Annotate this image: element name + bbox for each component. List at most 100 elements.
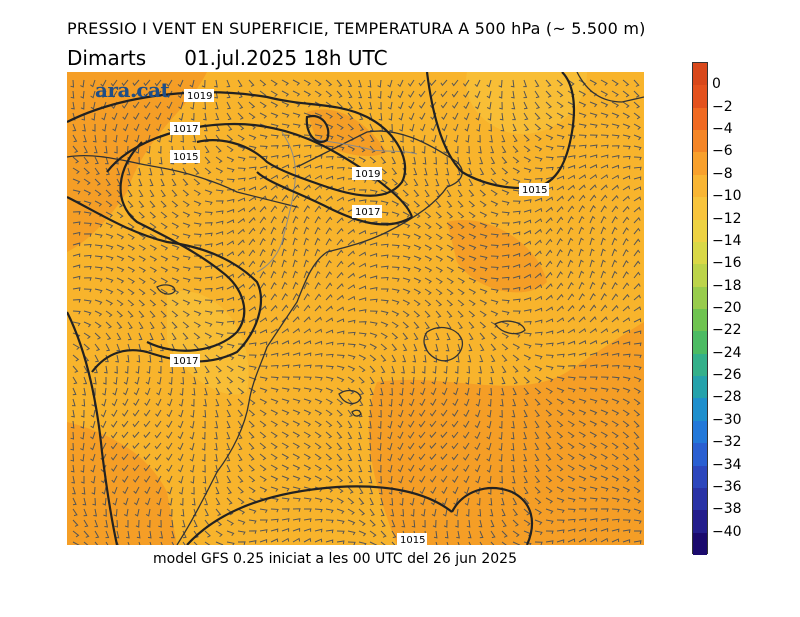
wind-barb: [545, 260, 553, 268]
wind-barb: [369, 275, 378, 280]
wind-barb: [600, 518, 609, 522]
wind-barb: [389, 123, 393, 132]
wind-barb: [457, 211, 465, 219]
colorbar-label: −40: [712, 523, 742, 540]
wind-barb: [545, 112, 553, 120]
wind-barb: [167, 398, 173, 407]
wind-barb: [358, 123, 365, 131]
wind-barb: [578, 409, 587, 416]
wind-barb: [534, 239, 542, 246]
wind-barb: [325, 238, 332, 246]
wind-barb: [134, 134, 140, 143]
wind-barb: [457, 266, 466, 273]
wind-barb: [409, 387, 415, 396]
wind-barb: [168, 134, 173, 143]
wind-barb: [545, 508, 554, 515]
temperature-colorbar: [692, 62, 708, 556]
wind-barb: [204, 497, 209, 506]
wind-barb: [380, 343, 388, 351]
wind-barb: [126, 167, 131, 176]
wind-barb: [523, 332, 532, 337]
colorbar-label: −14: [712, 232, 742, 249]
wind-barb: [226, 320, 235, 325]
wind-barb: [556, 442, 564, 450]
wind-barb: [500, 387, 505, 396]
wind-barb: [633, 453, 640, 461]
wind-barb: [72, 264, 81, 269]
isobar-label: 1015: [397, 533, 427, 545]
wind-barb: [248, 398, 256, 406]
wind-barb: [281, 194, 289, 202]
wind-barb: [83, 321, 92, 328]
wind-barb: [432, 365, 437, 374]
wind-barb: [292, 248, 298, 257]
wind-barb: [204, 254, 213, 258]
wind-barb: [101, 112, 107, 121]
wind-barb: [622, 145, 631, 150]
wind-barb: [633, 90, 640, 98]
wind-barb: [589, 134, 598, 139]
wind-barb: [578, 205, 585, 213]
wind-barb: [358, 251, 367, 257]
wind-barb: [369, 252, 378, 257]
wind-barb: [451, 453, 459, 461]
wind-barb: [114, 145, 118, 154]
wind-barb: [116, 211, 124, 219]
wind-barb: [486, 442, 492, 451]
forecast-day: Dimarts: [67, 46, 147, 70]
wind-barb: [325, 365, 334, 370]
wind-barb: [410, 376, 415, 385]
wind-barb: [303, 237, 309, 246]
wind-barb: [347, 295, 356, 301]
wind-barb: [113, 508, 118, 517]
wind-barb: [399, 497, 404, 506]
wind-barb: [303, 364, 312, 369]
wind-barb: [237, 239, 245, 246]
wind-barb: [622, 101, 630, 109]
wind-barb: [556, 453, 564, 461]
wind-barb: [400, 376, 404, 385]
wind-barb: [314, 464, 322, 471]
wind-barb: [127, 266, 136, 273]
wind-barb: [314, 518, 323, 523]
wind-barb: [115, 354, 120, 363]
wind-barb: [72, 221, 81, 226]
wind-barb: [369, 145, 376, 153]
wind-barb: [452, 101, 459, 109]
wind-barb: [72, 253, 81, 258]
wind-barb: [556, 175, 565, 180]
wind-barb: [336, 354, 345, 359]
wind-barb: [545, 365, 554, 371]
wind-barb: [408, 453, 415, 461]
wind-barb: [336, 486, 344, 494]
wind-barb: [435, 233, 443, 240]
wind-barb: [237, 453, 243, 462]
wind-barb: [397, 464, 404, 473]
wind-barb: [523, 420, 528, 429]
wind-barb: [589, 475, 598, 482]
wind-barb: [510, 442, 515, 451]
wind-barb: [167, 497, 173, 506]
isobar-1015-south: [186, 485, 453, 545]
wind-barb: [237, 272, 245, 279]
wind-barb: [429, 475, 437, 483]
wind-barb: [292, 475, 301, 482]
wind-barb: [611, 409, 620, 416]
wind-barb: [633, 283, 641, 290]
wind-barb: [611, 145, 620, 149]
wind-barb: [622, 79, 630, 87]
wind-barb: [523, 178, 532, 183]
wind-barb: [193, 189, 201, 196]
wind-barb: [314, 293, 322, 301]
wind-barb: [622, 90, 630, 98]
wind-barb: [387, 79, 393, 88]
wind-barb: [487, 112, 492, 121]
wind-barb: [468, 211, 476, 219]
wind-barb: [445, 343, 450, 352]
wind-barb: [556, 497, 565, 503]
wind-barb: [400, 134, 404, 143]
wind-barb: [248, 79, 255, 87]
wind-barb: [600, 486, 609, 492]
wind-barb: [146, 145, 151, 154]
wind-barb: [281, 387, 290, 393]
